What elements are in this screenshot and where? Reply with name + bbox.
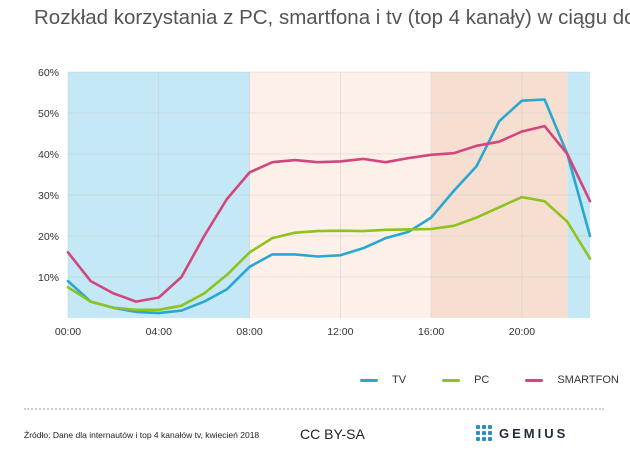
y-tick-label: 30% (38, 190, 59, 202)
y-tick-label: 20% (38, 231, 59, 243)
gemius-logo: GEMIUS (476, 425, 568, 441)
legend-item-tv: TV (360, 374, 406, 386)
footer-divider (24, 408, 604, 410)
legend-swatch-tv (360, 378, 378, 382)
legend-label-tv: TV (392, 374, 407, 386)
legend-swatch-smartfon (525, 378, 544, 382)
x-axis-labels: 00:00 04:00 08:00 12:00 16:00 20:00 (55, 326, 535, 338)
y-tick-label: 40% (38, 149, 59, 161)
x-tick-label: 04:00 (146, 326, 172, 338)
x-tick-label: 20:00 (509, 326, 535, 338)
legend-swatch-pc (442, 378, 461, 382)
legend-label-pc: PC (474, 374, 490, 386)
grid-lines (67, 71, 590, 318)
x-tick-label: 08:00 (236, 326, 262, 338)
y-tick-label: 10% (38, 272, 59, 284)
logo-dots-icon (476, 425, 492, 441)
y-axis-labels: 10% 20% 30% 40% 50% 60% (38, 67, 59, 284)
series-line-smartfon (66, 124, 592, 303)
legend-item-smartfon: SMARTFON (525, 374, 619, 386)
x-tick-label: 00:00 (55, 326, 81, 338)
logo-text: GEMIUS (499, 425, 569, 441)
series-line-tv (66, 98, 592, 315)
x-tick-label: 12:00 (327, 326, 353, 338)
y-tick-label: 50% (38, 108, 59, 120)
legend-item-pc: PC (442, 374, 489, 386)
chart-title: Rozkład korzystania z PC, smartfona i tv… (34, 6, 630, 29)
license-label: CC BY-SA (300, 426, 365, 442)
legend-label-smartfon: SMARTFON (557, 374, 619, 386)
series-lines (66, 98, 592, 315)
source-note: Źródło: Dane dla internautów i top 4 kan… (24, 430, 260, 440)
series-line-pc (66, 195, 592, 312)
x-tick-label: 16:00 (418, 326, 444, 338)
legend: TV PC SMARTFON (360, 374, 630, 386)
y-tick-label: 60% (38, 67, 59, 79)
